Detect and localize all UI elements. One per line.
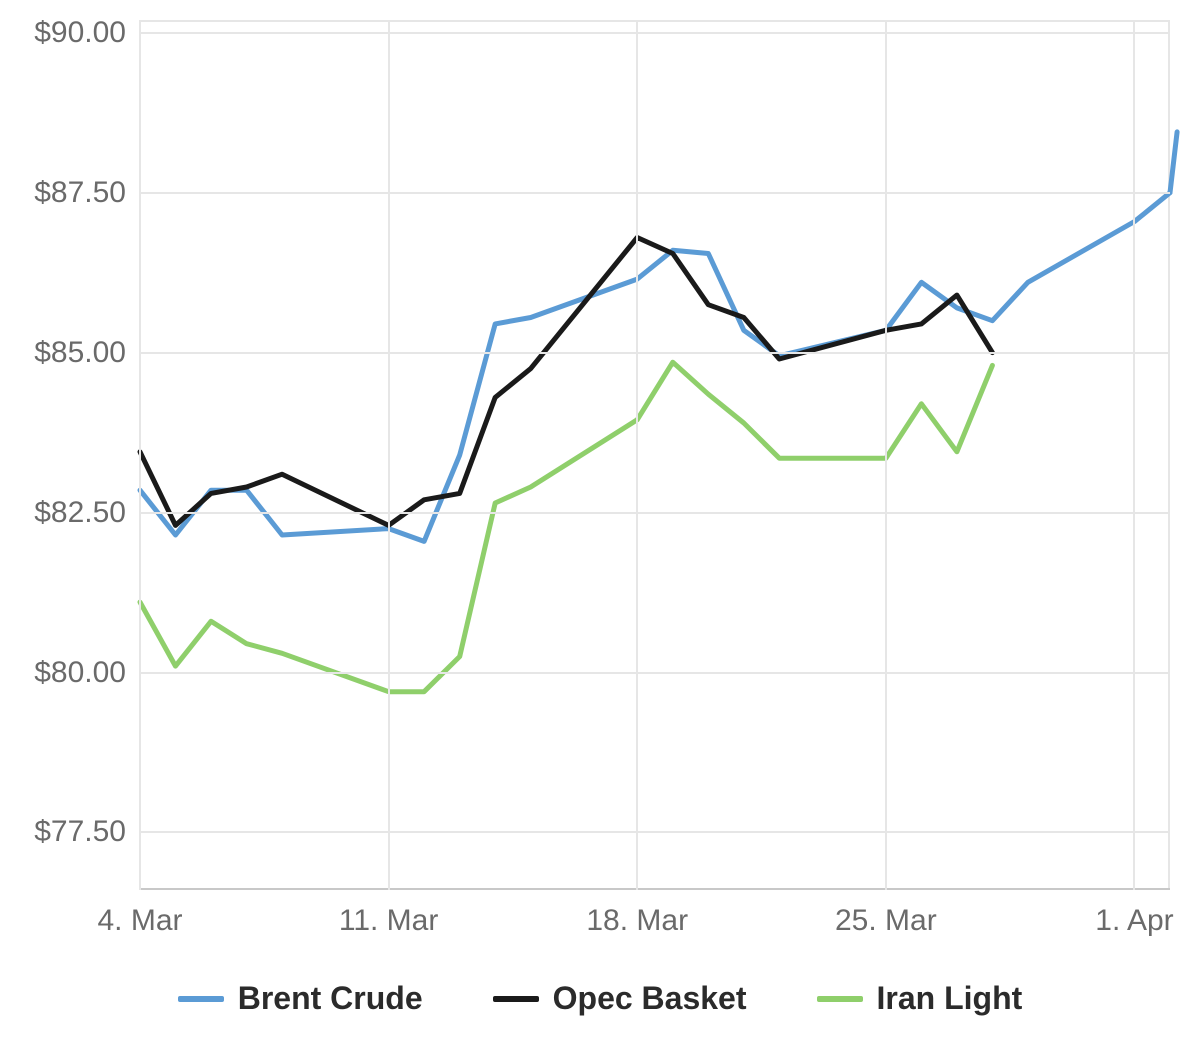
y-axis-label: $85.00 <box>34 336 140 370</box>
oil-price-chart: $77.50 $80.00 $82.50 $85.00 $87.50 $90.00 4. M… <box>0 0 1200 1060</box>
series-line <box>1170 132 1177 193</box>
x-axis-label: 11. Mar <box>339 890 438 938</box>
x-axis-label: 4. Mar <box>97 890 182 938</box>
grid-line-horizontal <box>140 831 1170 833</box>
grid-line-horizontal <box>140 672 1170 674</box>
line-series-svg <box>140 20 1170 890</box>
grid-line-vertical <box>885 20 887 890</box>
y-axis-label: $80.00 <box>34 656 140 690</box>
grid-line-vertical <box>388 20 390 890</box>
legend-item: Opec Basket <box>493 980 747 1017</box>
plot-area: $77.50$80.00$82.50$85.00$87.50$90.004. M… <box>140 20 1170 890</box>
grid-line-horizontal <box>140 512 1170 514</box>
y-axis-label: $77.50 <box>34 815 140 849</box>
legend-swatch <box>817 996 863 1002</box>
grid-line-horizontal <box>140 352 1170 354</box>
grid-line-horizontal <box>140 192 1170 194</box>
y-axis-label: $82.50 <box>34 496 140 530</box>
grid-line-vertical <box>636 20 638 890</box>
legend-label: Opec Basket <box>553 980 747 1017</box>
grid-line-vertical <box>139 20 141 890</box>
legend-label: Brent Crude <box>238 980 423 1017</box>
x-axis-label: 1. Apr <box>1095 890 1173 938</box>
legend-label: Iran Light <box>877 980 1023 1017</box>
legend-item: Iran Light <box>817 980 1023 1017</box>
series-line <box>140 238 992 526</box>
grid-line-horizontal <box>140 32 1170 34</box>
x-axis-label: 25. Mar <box>835 890 937 938</box>
grid-line-vertical <box>1133 20 1135 890</box>
y-axis-label: $87.50 <box>34 176 140 210</box>
legend-item: Brent Crude <box>178 980 423 1017</box>
legend-swatch <box>493 996 539 1002</box>
legend-swatch <box>178 996 224 1002</box>
legend: Brent Crude Opec Basket Iran Light <box>0 980 1200 1017</box>
series-line <box>140 362 992 692</box>
x-axis-label: 18. Mar <box>586 890 688 938</box>
y-axis-label: $90.00 <box>34 16 140 50</box>
